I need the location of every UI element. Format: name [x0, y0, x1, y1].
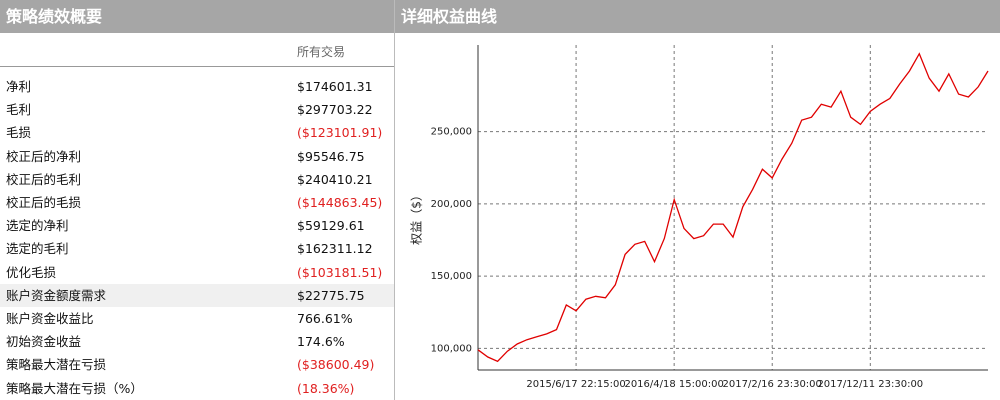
table-row[interactable]: 账户资金收益比 766.61%: [0, 307, 394, 330]
row-label: 账户资金收益比: [6, 311, 94, 326]
row-value: ($103181.51): [297, 264, 383, 280]
y-axis-label: 权益（$）: [410, 189, 424, 245]
y-tick-label: 100,000: [431, 343, 472, 354]
row-label: 选定的净利: [6, 218, 69, 234]
panel-title: 策略绩效概要: [0, 0, 394, 33]
summary-panel: 策略绩效概要 所有交易 净利 $174601.31 毛利 $297703.22 毛损 ($…: [0, 0, 395, 400]
table-row[interactable]: 选定的净利 $59129.61: [0, 214, 394, 237]
x-tick-label: 2015/6/17 22:15:00: [526, 379, 625, 390]
row-value: $174601.31: [297, 79, 373, 94]
row-value: $297703.22: [297, 102, 373, 118]
row-label: 优化毛损: [6, 264, 57, 280]
row-label: 策略最大潜在亏损: [6, 357, 107, 373]
row-value: $162311.12: [297, 241, 373, 257]
divider: [0, 66, 394, 67]
row-value: 174.6%: [297, 334, 345, 350]
chart-title: 详细权益曲线: [395, 0, 1000, 33]
table-row[interactable]: 选定的毛利 $162311.12: [0, 237, 394, 260]
y-tick-label: 200,000: [431, 199, 472, 210]
column-header: 所有交易: [297, 45, 346, 59]
row-label: 初始资金收益: [6, 334, 82, 350]
row-value: ($123101.91): [297, 125, 383, 141]
table-row[interactable]: 初始资金收益 174.6%: [0, 330, 394, 353]
row-label: 毛利: [6, 102, 32, 118]
row-label: 校正后的毛损: [6, 195, 82, 210]
row-label: 校正后的净利: [6, 148, 82, 164]
table-row[interactable]: 策略最大潜在亏损（%） (18.36%): [0, 377, 394, 400]
equity-line: [477, 52, 989, 363]
table-row[interactable]: 毛损 ($123101.91): [0, 121, 394, 144]
row-value: $22775.75: [297, 287, 365, 303]
table-row[interactable]: 毛利 $297703.22: [0, 98, 394, 121]
y-tick-label: 250,000: [431, 127, 472, 138]
table-row[interactable]: 校正后的毛损 ($144863.45): [0, 191, 394, 214]
x-tick-label: 2016/4/18 15:00:00: [624, 379, 723, 390]
row-value: $240410.21: [297, 171, 373, 187]
y-tick-label: 150,000: [431, 271, 472, 282]
table-row[interactable]: 校正后的毛利 $240410.21: [0, 168, 394, 191]
table-row[interactable]: 优化毛损 ($103181.51): [0, 261, 394, 284]
table-row[interactable]: 校正后的净利 $95546.75: [0, 145, 394, 168]
chart: 权益（$） 100,000 150,000 200,000 250,000 2015/6…: [410, 45, 989, 390]
row-label: 选定的毛利: [6, 241, 69, 257]
row-value: 766.61%: [297, 311, 353, 326]
table-row[interactable]: 账户资金额度需求 $22775.75: [0, 283, 394, 307]
row-label: 毛损: [6, 125, 32, 141]
row-label: 校正后的毛利: [6, 171, 82, 187]
row-value: (18.36%): [297, 380, 355, 396]
x-tick-label: 2017/12/11 23:30:00: [817, 379, 923, 390]
x-tick-label: 2017/2/16 23:30:00: [723, 379, 822, 390]
table-row[interactable]: 策略最大潜在亏损 ($38600.49): [0, 353, 394, 376]
row-label: 净利: [6, 79, 32, 94]
row-value: ($144863.45): [297, 195, 383, 210]
table-row[interactable]: 净利 $174601.31: [0, 75, 394, 98]
row-value: ($38600.49): [297, 357, 375, 373]
row-value: $59129.61: [297, 218, 365, 234]
row-value: $95546.75: [297, 148, 365, 164]
row-label: 策略最大潜在亏损（%）: [6, 380, 143, 396]
row-label: 账户资金额度需求: [6, 287, 107, 303]
